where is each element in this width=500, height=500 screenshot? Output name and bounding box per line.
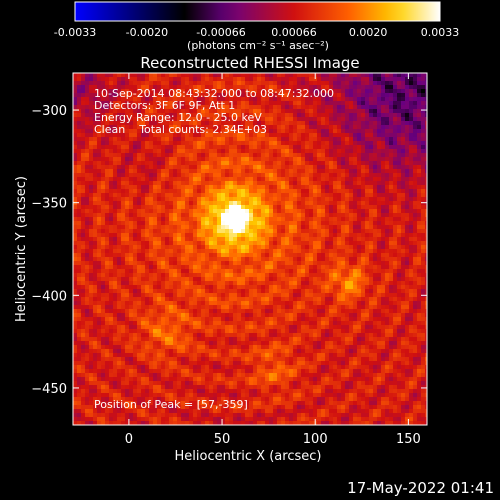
annotation-clean-counts: Clean Total counts: 2.34E+03 [94, 123, 267, 136]
colorbar-tick-label: 0.0033 [421, 26, 460, 39]
chart-title: Reconstructed RHESSI Image [140, 54, 359, 72]
x-axis-ticks: 0 50 100 150 [125, 73, 421, 447]
x-tick-label: 100 [303, 432, 328, 447]
annotations: 10-Sep-2014 08:43:32.000 to 08:47:32.000… [94, 87, 334, 411]
y-axis-label: Heliocentric Y (arcsec) [14, 176, 29, 322]
x-tick-label: 150 [396, 432, 421, 447]
y-tick-label: −350 [31, 197, 67, 212]
colorbar-tick-label: -0.00066 [196, 26, 245, 39]
x-tick-label: 0 [125, 432, 133, 447]
heatmap-image [73, 73, 427, 425]
annotation-detectors: Detectors: 3F 6F 9F, Att 1 [94, 99, 235, 112]
annotation-time-range: 10-Sep-2014 08:43:32.000 to 08:47:32.000 [94, 87, 334, 100]
annotation-peak-position: Position of Peak = [57,-359] [94, 398, 248, 411]
colorbar-unit-label: (photons cm⁻² s⁻¹ asec⁻²) [187, 39, 329, 52]
colorbar-tick-label: 0.00066 [271, 26, 317, 39]
y-axis-ticks: −300 −350 −400 −450 [31, 104, 427, 397]
colorbar-tick-label: 0.0020 [349, 26, 388, 39]
plot-frame [72, 72, 428, 426]
y-tick-label: −300 [31, 104, 67, 119]
y-tick-label: −450 [31, 382, 67, 397]
x-axis-label: Heliocentric X (arcsec) [175, 449, 322, 464]
annotation-energy-range: Energy Range: 12.0 - 25.0 keV [94, 111, 262, 124]
colorbar-tick-label: -0.0020 [126, 26, 168, 39]
datestamp: 17-May-2022 01:41 [347, 479, 494, 497]
colorbar-gradient [74, 1, 441, 22]
y-tick-label: −400 [31, 289, 67, 304]
colorbar-tick-label: -0.0033 [54, 26, 96, 39]
colorbar: -0.0033 -0.0020 -0.00066 0.00066 0.0020 0.003… [54, 1, 459, 52]
colorbar-ticks: -0.0033 -0.0020 -0.00066 0.00066 0.0020 0.003… [54, 26, 459, 39]
x-tick-label: 50 [214, 432, 231, 447]
